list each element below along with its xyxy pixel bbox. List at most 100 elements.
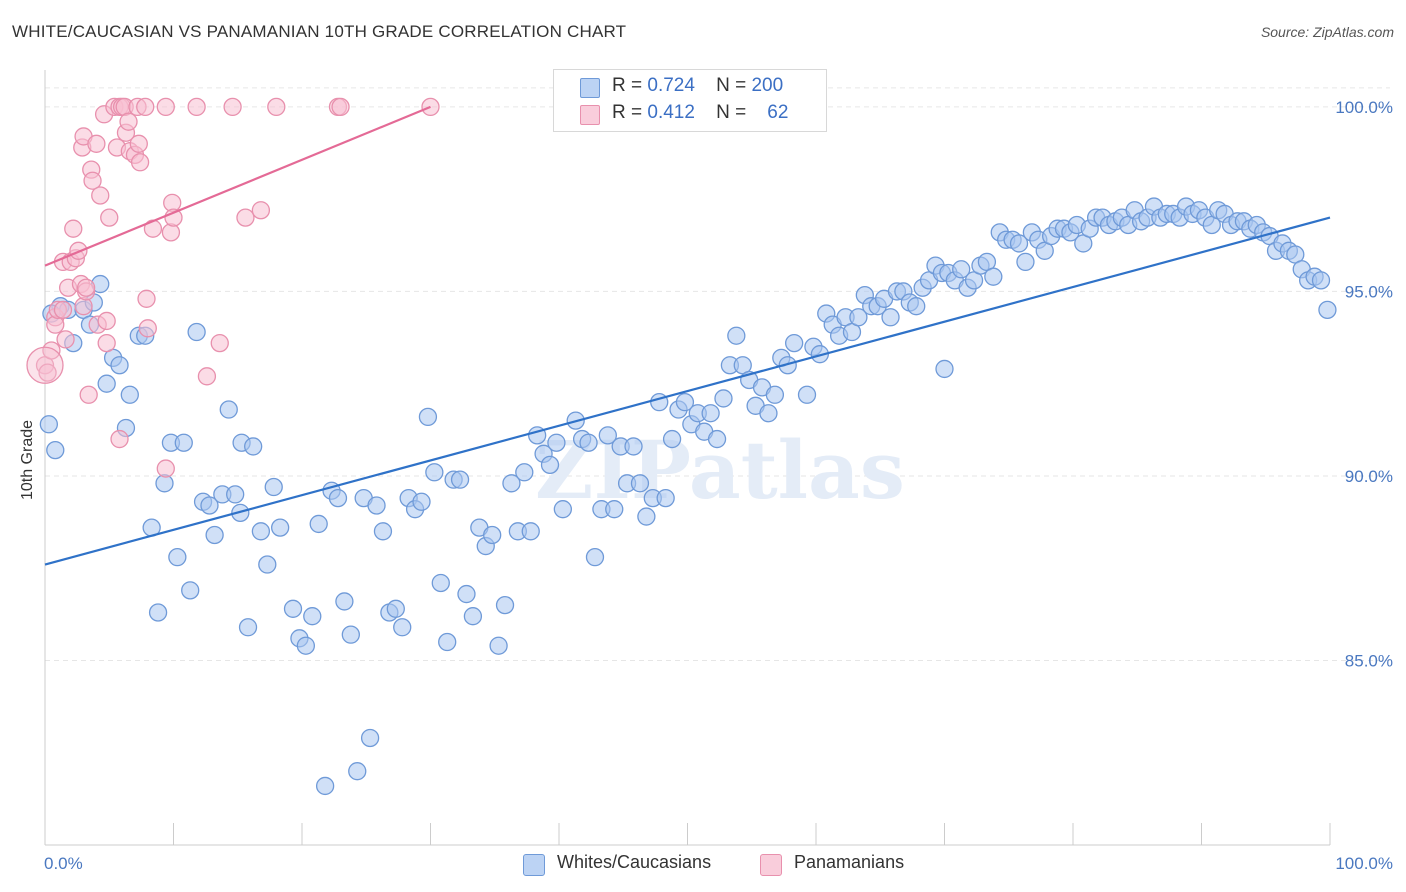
whites-point: [46, 440, 65, 460]
whites-point: [303, 607, 322, 626]
panamanians-point: [236, 208, 255, 227]
whites-point: [727, 326, 746, 345]
whites-point: [244, 437, 263, 456]
x-tick-label-min: 0.0%: [44, 854, 83, 873]
whites-point: [849, 308, 868, 327]
panamanians-point: [97, 333, 116, 353]
whites-point: [348, 762, 367, 781]
whites-point: [502, 474, 521, 493]
panamanians-point: [129, 134, 148, 153]
panamanians-point: [130, 153, 150, 172]
whites-point: [360, 728, 380, 748]
whites-point: [187, 322, 206, 342]
tick-labels: 85.0% 90.0% 95.0% 100.0% 0.0% 100.0%: [44, 98, 1393, 873]
whites-point: [759, 404, 778, 423]
whites-point: [174, 433, 193, 452]
r-value: 0.724: [647, 75, 695, 96]
whites-point: [258, 555, 277, 574]
r-value: 0.412: [647, 102, 695, 123]
panamanians-point: [267, 97, 286, 117]
series-panamanians: [26, 97, 440, 478]
panamanians-point: [138, 319, 157, 338]
whites-point: [907, 297, 926, 316]
whites-point: [226, 485, 245, 504]
panamanians-point: [223, 97, 242, 117]
whites-point: [483, 525, 502, 545]
whites-point: [283, 599, 303, 618]
whites-point: [656, 488, 675, 508]
whites-point: [489, 636, 508, 655]
y-tick-label: 100.0%: [1335, 98, 1393, 117]
whites-point: [367, 496, 386, 515]
whites-point: [605, 500, 624, 519]
whites-point: [675, 392, 695, 412]
whites-point: [412, 492, 431, 511]
panamanians-point: [53, 300, 73, 320]
whites-point: [984, 267, 1003, 286]
n-value: 200: [751, 75, 784, 96]
whites-point: [547, 433, 566, 452]
y-tick-label: 95.0%: [1345, 282, 1393, 301]
panamanians-point: [210, 333, 229, 353]
stats-legend: R = 0.724 N = 200 R = 0.412 N = 62: [553, 69, 827, 132]
panamanians-point: [156, 459, 175, 478]
whites-point: [630, 474, 650, 493]
whites-point: [935, 359, 954, 379]
chart-title: WHITE/CAUCASIAN VS PANAMANIAN 10TH GRADE…: [12, 22, 627, 41]
whites-point: [168, 547, 187, 567]
panamanians-point: [79, 385, 98, 404]
whites-trend-line: [44, 216, 1331, 566]
whites-point: [200, 496, 219, 515]
whites-point: [148, 603, 168, 622]
blue-swatch: [580, 78, 600, 98]
panamanians-point: [42, 341, 61, 360]
y-tick-label: 90.0%: [1345, 467, 1393, 486]
whites-point: [952, 260, 971, 279]
series-whites-caucasians: [39, 197, 1337, 796]
n-label: N =: [716, 75, 747, 96]
whites-point: [328, 488, 348, 508]
whites-point: [373, 522, 393, 541]
whites-point: [438, 632, 457, 652]
panamanians-point: [331, 97, 350, 117]
whites-point: [393, 618, 412, 637]
whites-point: [110, 356, 129, 375]
whites-point: [701, 404, 720, 423]
legend-row-text: R = 0.724 N = 200: [612, 75, 783, 97]
whites-point: [515, 463, 534, 482]
x-tick-label-max: 100.0%: [1335, 854, 1393, 873]
legend-row-text: R = 0.412 N = 62: [612, 102, 788, 124]
whites-point: [97, 374, 116, 393]
whites-point: [251, 522, 271, 541]
panamanians-point: [64, 219, 83, 238]
whites-point: [585, 547, 605, 567]
whites-point: [205, 525, 224, 545]
panamanians-point: [110, 429, 129, 449]
trend-lines: [44, 105, 1331, 566]
whites-point: [765, 385, 785, 404]
panamanians-point: [87, 134, 106, 153]
panamanians-point: [161, 223, 181, 242]
whites-point: [315, 776, 335, 796]
r-label: R =: [612, 102, 643, 123]
whites-point: [418, 407, 438, 427]
n-label: N =: [716, 102, 747, 123]
whites-point: [341, 625, 360, 644]
grid-lines: [45, 87, 1390, 661]
panamanians-point: [197, 367, 217, 386]
panamanians-point: [91, 186, 110, 205]
whites-point: [309, 514, 328, 534]
panamanians-point: [56, 330, 75, 349]
whites-point: [521, 522, 540, 541]
whites-point: [238, 618, 258, 637]
whites-point: [598, 426, 617, 445]
whites-point: [624, 437, 643, 456]
whites-point: [431, 573, 450, 593]
whites-point: [264, 477, 283, 497]
whites-point: [553, 500, 573, 519]
axes: [44, 70, 1331, 846]
whites-point: [797, 385, 817, 404]
whites-point: [450, 470, 470, 489]
whites-point: [662, 429, 682, 449]
